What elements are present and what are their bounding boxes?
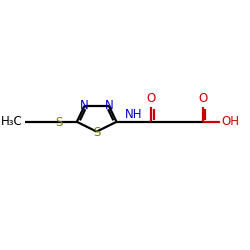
Text: S: S <box>93 126 100 139</box>
Text: N: N <box>80 100 89 112</box>
Text: O: O <box>147 92 156 105</box>
Text: NH: NH <box>125 108 142 121</box>
Text: OH: OH <box>222 115 240 128</box>
Text: O: O <box>198 92 207 105</box>
Text: S: S <box>55 116 62 129</box>
Text: H₃C: H₃C <box>1 115 23 128</box>
Text: N: N <box>104 100 113 112</box>
